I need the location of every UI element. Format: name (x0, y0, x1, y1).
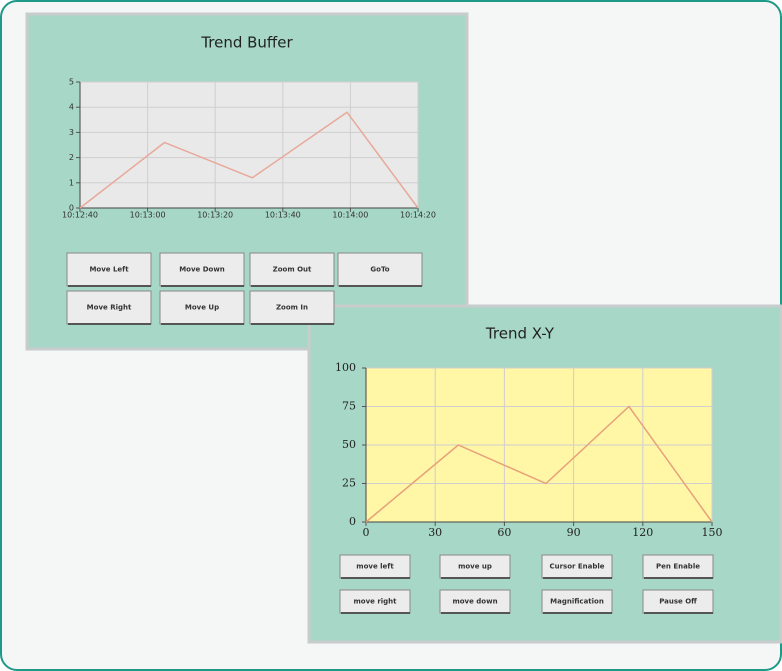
chart-title: Trend X-Y (485, 325, 555, 343)
x-tick-label: 30 (428, 526, 442, 539)
x-tick-label: 150 (702, 526, 723, 539)
button-face (159, 290, 245, 325)
button[interactable]: Move Right (66, 290, 152, 325)
button-label: Move Left (89, 266, 129, 274)
button-label: Zoom Out (273, 266, 312, 274)
button[interactable]: move left (339, 554, 411, 579)
button-label: Move Down (179, 266, 225, 274)
button-label: Zoom In (276, 304, 308, 312)
y-tick-label: 1 (69, 178, 74, 187)
button[interactable]: move down (439, 589, 511, 614)
button[interactable]: Zoom In (249, 290, 335, 325)
y-tick-label: 100 (335, 361, 356, 374)
y-tick-label: 50 (342, 438, 356, 451)
x-tick-label: 10:13:20 (197, 211, 233, 220)
button-label: Magnification (550, 598, 604, 606)
trend-line (79, 111, 419, 209)
y-tick-label: 4 (69, 103, 74, 112)
button-label: Cursor Enable (549, 563, 604, 571)
x-tick-label: 10:14:20 (400, 211, 436, 220)
x-tick-label: 60 (497, 526, 511, 539)
plot-area (79, 81, 419, 209)
x-tick-label: 10:13:00 (130, 211, 166, 220)
button[interactable]: Magnification (541, 589, 613, 614)
trend-line (365, 405, 713, 523)
button-face (249, 252, 335, 287)
x-tick-label: 10:14:00 (332, 211, 368, 220)
button-label: move up (458, 563, 492, 571)
x-tick-label: 120 (632, 526, 653, 539)
y-tick-label: 0 (69, 204, 74, 213)
button-label: GoTo (370, 266, 389, 274)
button[interactable]: Move Left (66, 252, 152, 287)
y-tick-label: 0 (349, 515, 356, 528)
button-label: Move Up (185, 304, 219, 312)
y-tick-label: 75 (342, 400, 356, 413)
button-label: Pause Off (659, 598, 697, 606)
button-face (66, 290, 152, 325)
button-label: move right (353, 598, 397, 606)
button-face (337, 252, 423, 287)
button[interactable]: GoTo (337, 252, 423, 287)
x-tick-label: 10:12:40 (62, 211, 98, 220)
button-label: Pen Enable (656, 563, 700, 571)
button[interactable]: Move Down (159, 252, 245, 287)
button-label: move down (452, 598, 497, 606)
chart-title: Trend Buffer (200, 34, 293, 52)
button-label: move left (356, 563, 394, 571)
y-tick-label: 3 (69, 128, 74, 137)
y-tick-label: 5 (69, 78, 74, 87)
y-tick-label: 2 (69, 153, 74, 162)
x-tick-label: 10:13:40 (265, 211, 301, 220)
button[interactable]: Pause Off (642, 589, 714, 614)
button[interactable]: Zoom Out (249, 252, 335, 287)
button[interactable]: Cursor Enable (541, 554, 613, 579)
button[interactable]: Pen Enable (642, 554, 714, 579)
button[interactable]: Move Up (159, 290, 245, 325)
button-face (159, 252, 245, 287)
button[interactable]: move up (439, 554, 511, 579)
x-tick-label: 0 (363, 526, 370, 539)
y-tick-label: 25 (342, 477, 356, 490)
x-tick-label: 90 (567, 526, 581, 539)
button[interactable]: move right (339, 589, 411, 614)
button-label: Move Right (87, 304, 132, 312)
